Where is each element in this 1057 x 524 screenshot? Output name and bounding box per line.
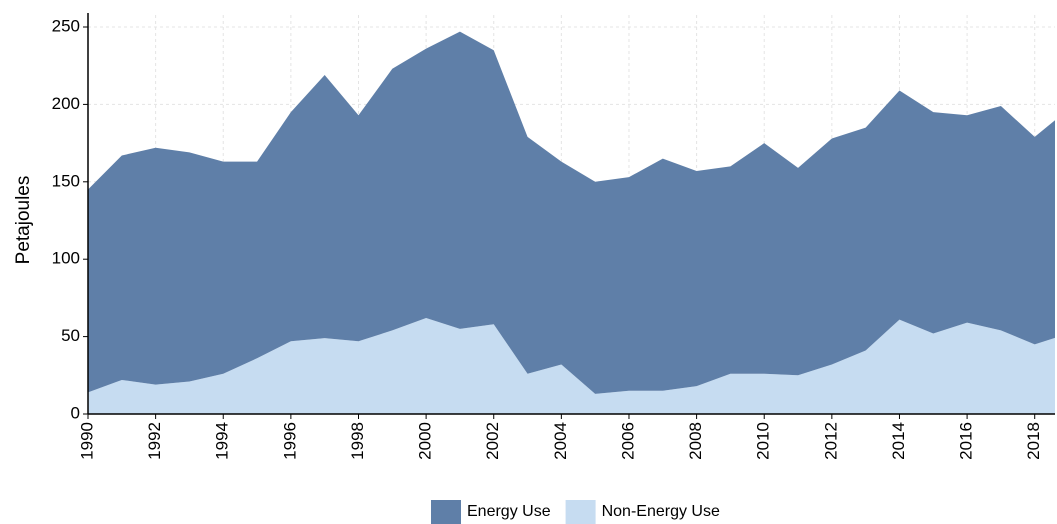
y-tick-label: 250 — [52, 16, 80, 35]
legend-swatch — [431, 500, 461, 524]
x-tick-label: 2002 — [483, 422, 502, 460]
y-tick-label: 200 — [52, 94, 80, 113]
legend-swatch — [565, 500, 596, 524]
x-tick-label: 2004 — [551, 422, 570, 460]
y-tick-label: 150 — [52, 171, 80, 190]
x-tick-label: 2006 — [618, 422, 637, 460]
area — [88, 31, 1055, 394]
x-tick-label: 2018 — [1024, 422, 1043, 460]
x-tick-label: 2000 — [416, 422, 435, 460]
x-tick-label: 2016 — [957, 422, 976, 460]
x-tick-label: 2010 — [754, 422, 773, 460]
area — [88, 318, 1055, 414]
x-tick-label: 1996 — [280, 422, 299, 460]
x-tick-label: 1998 — [348, 422, 367, 460]
x-tick-label: 1990 — [77, 422, 96, 460]
x-tick-label: 1992 — [145, 422, 164, 460]
x-tick-label: 1994 — [213, 422, 232, 460]
y-tick-label: 50 — [61, 326, 80, 345]
y-tick-label: 0 — [71, 403, 80, 422]
y-tick-label: 100 — [52, 249, 80, 268]
x-tick-label: 2014 — [889, 422, 908, 460]
x-tick-label: 2012 — [821, 422, 840, 460]
legend-label: Non-Energy Use — [602, 503, 720, 520]
plot-area — [88, 31, 1055, 414]
legend-label: Energy Use — [467, 503, 551, 520]
y-axis-label: Petajoules — [13, 176, 34, 265]
x-tick-label: 2008 — [686, 422, 705, 460]
